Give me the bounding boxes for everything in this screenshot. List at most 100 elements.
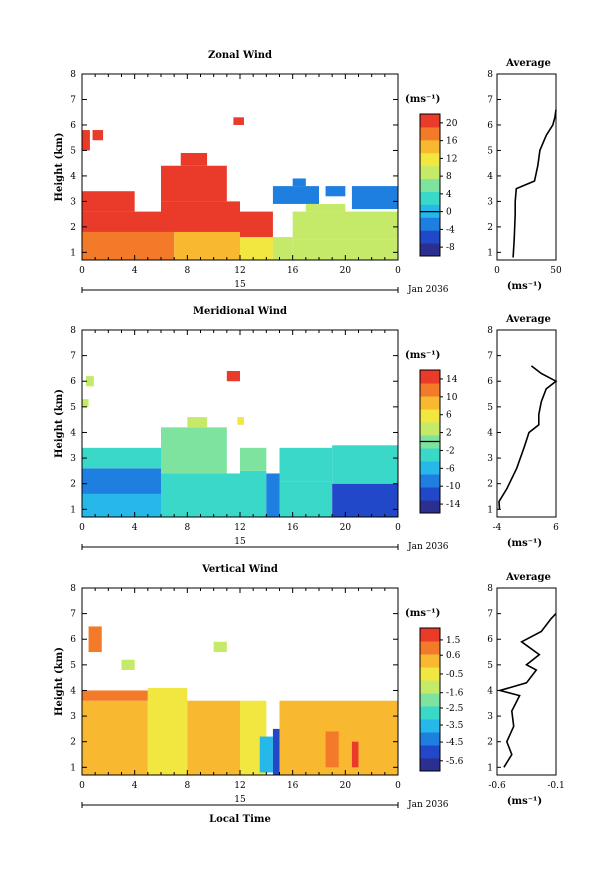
y-tick-label: 3	[70, 197, 76, 207]
x-tick-label: 8	[184, 523, 190, 533]
average-y-tick-label: 3	[487, 454, 493, 464]
data-cell	[82, 447, 175, 469]
average-y-tick-label: 6	[487, 377, 493, 387]
y-tick-label: 6	[70, 635, 76, 645]
colorbar-swatch	[420, 191, 440, 205]
average-y-tick-label: 2	[487, 223, 493, 233]
data-cell	[279, 481, 333, 517]
data-cell	[240, 237, 273, 260]
colorbar-tick-label: -10	[446, 482, 461, 492]
average-y-tick-label: 4	[487, 686, 493, 696]
y-tick-label: 1	[70, 505, 76, 515]
data-cell	[351, 186, 398, 210]
x-tick-label: 4	[132, 781, 138, 791]
data-cell	[240, 211, 273, 238]
colorbar-swatch	[420, 487, 440, 501]
data-cell	[82, 231, 175, 260]
colorbar-tick-label: 1.5	[446, 636, 461, 646]
colorbar-swatch	[420, 152, 440, 167]
colorbar-swatch	[420, 114, 440, 128]
colorbar-swatch	[420, 732, 440, 746]
x-tick-label: 4	[132, 266, 138, 276]
average-y-tick-label: 2	[487, 480, 493, 490]
colorbar-tick-label: 6	[446, 411, 452, 421]
colorbar-frame	[419, 627, 441, 772]
data-cell	[213, 641, 227, 653]
colorbar-swatch	[420, 165, 440, 180]
x-tick-label: 0	[395, 781, 401, 791]
date-label: Jan 2036	[407, 800, 449, 810]
data-cell	[174, 231, 240, 260]
y-tick-label: 1	[70, 763, 76, 773]
data-cell	[233, 117, 244, 125]
data-cell	[292, 239, 398, 260]
y-tick-label: 7	[70, 352, 76, 362]
average-y-tick-label: 8	[487, 584, 493, 594]
data-cell	[305, 203, 346, 212]
x-axis-label: Local Time	[209, 814, 271, 825]
colorbar-tick-label: 8	[446, 172, 452, 182]
y-axis-label: Height (km)	[54, 647, 65, 716]
data-cell	[180, 152, 208, 166]
colorbar-unit: (ms⁻¹)	[405, 94, 440, 105]
colorbar-swatch	[420, 758, 440, 772]
data-cell	[82, 211, 161, 232]
average-y-tick-label: 3	[487, 197, 493, 207]
data-cell	[292, 211, 398, 240]
x-tick-label: 12	[234, 523, 245, 533]
average-y-tick-label: 8	[487, 326, 493, 336]
y-tick-label: 4	[70, 428, 76, 438]
colorbar-tick-label: 20	[446, 119, 458, 129]
data-cell	[325, 186, 346, 197]
x-tick-label: 12	[234, 266, 245, 276]
data-cell	[240, 447, 267, 471]
average-x-tick-label: -0.1	[547, 781, 564, 791]
y-tick-label: 3	[70, 712, 76, 722]
average-y-tick-label: 6	[487, 635, 493, 645]
data-cell	[187, 417, 208, 428]
average-x-tick-label: -0.6	[488, 781, 506, 791]
average-profile-line	[496, 613, 557, 768]
colorbar-swatch	[420, 641, 440, 655]
data-cell	[272, 186, 319, 204]
colorbar-tick-label: 12	[446, 154, 457, 164]
colorbar-tick-label: -4	[446, 225, 455, 235]
data-cell	[82, 700, 148, 775]
x-tick-label: 0	[395, 523, 401, 533]
average-x-tick-label: 50	[550, 266, 562, 276]
colorbar-swatch	[420, 693, 440, 707]
average-frame	[496, 73, 557, 261]
x-tick-label: 4	[132, 523, 138, 533]
x-tick-label: 0	[79, 781, 85, 791]
x-tick-label: 16	[287, 523, 299, 533]
average-y-tick-label: 7	[487, 95, 493, 105]
y-tick-label: 8	[70, 326, 76, 336]
x-tick-label: 20	[340, 781, 352, 791]
data-cell	[82, 191, 135, 212]
data-cell	[237, 417, 244, 425]
x-tick-label: 8	[184, 266, 190, 276]
average-y-tick-label: 4	[487, 428, 493, 438]
data-cell	[88, 626, 102, 653]
y-tick-label: 6	[70, 121, 76, 131]
x-tick-label: 0	[79, 523, 85, 533]
average-y-tick-label: 5	[487, 661, 493, 671]
colorbar-tick-label: -8	[446, 243, 455, 253]
data-cell	[259, 736, 273, 773]
y-tick-label: 7	[70, 95, 76, 105]
x-tick-label: 20	[340, 266, 352, 276]
colorbar-tick-label: 4	[446, 190, 452, 200]
y-tick-label: 2	[70, 738, 76, 748]
average-x-tick-label: 0	[494, 266, 500, 276]
colorbar-tick-label: -3.5	[446, 721, 464, 731]
colorbar-tick-label: -2.5	[446, 704, 464, 714]
date-bar-label: 15	[234, 280, 246, 290]
colorbar-swatch	[420, 628, 440, 642]
average-x-axis-label: (ms⁻¹)	[507, 796, 542, 807]
colorbar-swatch	[420, 745, 440, 759]
data-cell	[351, 741, 359, 768]
panel-title: Zonal Wind	[208, 50, 272, 61]
y-tick-label: 4	[70, 686, 76, 696]
